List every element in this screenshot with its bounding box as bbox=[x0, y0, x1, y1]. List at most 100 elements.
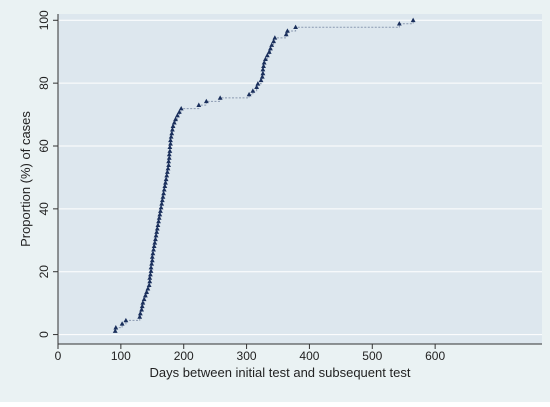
data-point-1 bbox=[113, 325, 119, 330]
data-point-70 bbox=[255, 81, 261, 86]
data-point-30 bbox=[155, 222, 161, 227]
data-point-64 bbox=[196, 102, 202, 107]
data-point-66 bbox=[217, 95, 223, 100]
data-point-29 bbox=[154, 226, 160, 231]
y-tick-label-0: 0 bbox=[37, 331, 51, 338]
data-point-2 bbox=[119, 321, 125, 326]
y-tick-label-40: 40 bbox=[37, 202, 51, 216]
data-point-83 bbox=[272, 35, 278, 40]
data-point-59 bbox=[171, 120, 177, 125]
grid-lines bbox=[58, 19, 542, 336]
data-point-44 bbox=[164, 172, 170, 178]
data-point-58 bbox=[170, 123, 176, 128]
data-point-54 bbox=[168, 137, 173, 143]
data-point-11 bbox=[144, 289, 150, 294]
data-point-50 bbox=[166, 151, 172, 157]
data-point-18 bbox=[148, 265, 154, 270]
y-tick-label-60: 60 bbox=[37, 139, 51, 153]
data-point-3 bbox=[123, 317, 129, 323]
data-point-63 bbox=[178, 106, 184, 111]
data-point-36 bbox=[159, 201, 165, 206]
data-point-4 bbox=[137, 314, 143, 319]
data-point-47 bbox=[166, 162, 172, 167]
data-point-34 bbox=[158, 208, 163, 213]
data-point-42 bbox=[163, 180, 168, 185]
data-point-9 bbox=[141, 296, 147, 302]
data-point-86 bbox=[293, 24, 298, 29]
data-point-57 bbox=[170, 127, 175, 132]
y-tick-label-100: 100 bbox=[37, 10, 51, 30]
data-point-37 bbox=[159, 197, 165, 203]
data-point-56 bbox=[169, 130, 175, 136]
data-point-46 bbox=[165, 166, 171, 171]
data-point-77 bbox=[263, 56, 268, 62]
data-point-19 bbox=[149, 261, 155, 266]
data-point-60 bbox=[173, 116, 178, 122]
data-point-81 bbox=[269, 42, 275, 47]
tick-labels: 0 100 200 300 400 500 600 0 20 40 60 80 100 bbox=[37, 10, 445, 363]
data-point-49 bbox=[166, 155, 172, 160]
data-point-65 bbox=[203, 98, 209, 104]
data-point-22 bbox=[150, 250, 156, 256]
y-axis-label: Proportion (%) of cases bbox=[18, 111, 33, 247]
data-point-20 bbox=[149, 257, 155, 263]
data-points bbox=[112, 17, 416, 333]
data-point-16 bbox=[148, 271, 153, 277]
plot-area bbox=[58, 14, 542, 344]
x-tick-label-300: 300 bbox=[237, 349, 257, 363]
data-point-24 bbox=[151, 243, 157, 249]
y-tick-label-20: 20 bbox=[37, 265, 51, 279]
data-point-10 bbox=[142, 293, 148, 298]
data-point-14 bbox=[147, 278, 153, 284]
data-point-48 bbox=[166, 158, 172, 164]
data-point-38 bbox=[160, 194, 166, 199]
x-tick-label-0: 0 bbox=[55, 349, 62, 363]
data-point-88 bbox=[410, 17, 416, 23]
x-axis-label: Days between initial test and subsequent… bbox=[150, 365, 411, 380]
data-point-45 bbox=[164, 169, 170, 174]
data-point-84 bbox=[283, 31, 289, 37]
data-point-72 bbox=[259, 74, 265, 79]
x-tick-label-200: 200 bbox=[174, 349, 194, 363]
data-point-82 bbox=[271, 38, 276, 44]
data-point-31 bbox=[156, 218, 161, 224]
data-point-87 bbox=[396, 21, 402, 26]
data-point-8 bbox=[140, 300, 146, 305]
data-point-69 bbox=[254, 84, 260, 90]
data-point-0 bbox=[112, 328, 118, 333]
data-point-76 bbox=[261, 60, 267, 65]
data-point-33 bbox=[157, 211, 163, 217]
data-point-74 bbox=[260, 67, 266, 72]
x-tick-label-400: 400 bbox=[299, 349, 319, 363]
data-point-21 bbox=[149, 254, 155, 259]
data-point-55 bbox=[168, 134, 174, 139]
data-point-73 bbox=[260, 70, 266, 76]
data-point-52 bbox=[167, 144, 173, 150]
data-point-7 bbox=[139, 303, 145, 309]
data-point-35 bbox=[158, 205, 164, 210]
data-point-27 bbox=[153, 232, 159, 238]
data-point-79 bbox=[266, 49, 272, 54]
data-point-39 bbox=[161, 190, 166, 196]
data-point-53 bbox=[168, 141, 173, 146]
data-point-62 bbox=[176, 109, 182, 114]
x-tick-label-100: 100 bbox=[111, 349, 131, 363]
x-tick-label-600: 600 bbox=[425, 349, 445, 363]
data-point-71 bbox=[258, 77, 264, 83]
data-point-5 bbox=[137, 310, 143, 316]
data-point-26 bbox=[153, 236, 158, 242]
data-point-51 bbox=[167, 148, 173, 153]
data-point-12 bbox=[145, 286, 151, 291]
y-tick-label-80: 80 bbox=[37, 76, 51, 90]
x-tick-label-500: 500 bbox=[362, 349, 382, 363]
data-point-43 bbox=[163, 176, 169, 182]
data-point-78 bbox=[264, 52, 270, 58]
data-point-23 bbox=[151, 247, 156, 252]
data-point-13 bbox=[146, 282, 152, 288]
data-point-80 bbox=[268, 45, 273, 51]
data-point-25 bbox=[152, 240, 158, 245]
data-point-75 bbox=[261, 63, 266, 68]
data-point-28 bbox=[154, 229, 160, 234]
